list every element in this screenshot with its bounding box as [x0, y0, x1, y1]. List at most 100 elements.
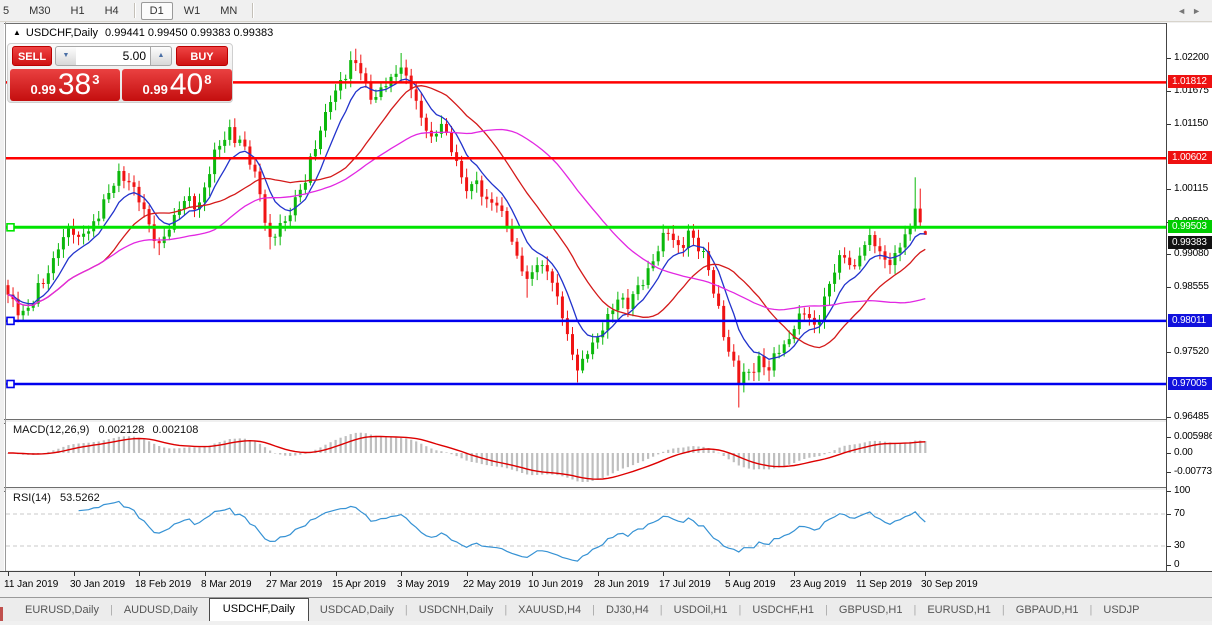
chart-tab-bar: EURUSD,Daily | AUDUSD,Daily USDCHF,Daily USD… — [0, 597, 1212, 621]
date-tick — [270, 572, 271, 576]
chart-tab-audusd-daily[interactable]: AUDUSD,Daily — [123, 604, 198, 616]
one-click-trade-panel: SELL ▼ 5.00 ▲ BUY 0.99 38 3 0.99 40 8 — [7, 43, 233, 103]
tab-scroll-right-icon[interactable]: ► — [1192, 6, 1207, 16]
price-badge: 0.98011 — [1168, 314, 1212, 327]
plot-left-border — [5, 23, 6, 571]
timeframe-button-m30[interactable]: M30 — [29, 4, 51, 17]
tab-scroll-left-icon[interactable]: ◄ — [1177, 6, 1193, 16]
macd-axis-tick — [1167, 453, 1171, 454]
buy-price-button[interactable]: 0.99 40 8 — [122, 69, 232, 101]
timeframe-button-5[interactable]: 5 — [3, 4, 10, 17]
sell-price-pip: 3 — [92, 72, 100, 87]
date-tick — [467, 572, 468, 576]
tab-separator: | — [592, 604, 595, 616]
ma-slow — [7, 128, 926, 311]
tab-separator: | — [1089, 604, 1093, 616]
buy-price-prefix: 0.99 — [142, 81, 168, 97]
date-tick — [663, 572, 664, 576]
date-tick — [860, 572, 861, 576]
timeframe-button-h1[interactable]: H1 — [70, 4, 85, 17]
level-drag-handle[interactable] — [6, 223, 15, 232]
tab-separator: | — [109, 604, 113, 616]
date-label: 15 Apr 2019 — [332, 579, 386, 590]
date-label: 11 Jan 2019 — [4, 579, 59, 590]
collapse-triangle-icon[interactable]: ▲ — [13, 28, 21, 37]
spin-up-icon: ▲ — [157, 52, 165, 59]
date-tick — [8, 572, 9, 576]
rsi-axis-tick — [1167, 565, 1171, 566]
macd-axis-label: 0.00 — [1174, 447, 1193, 458]
date-tick — [336, 572, 337, 576]
buy-button[interactable]: BUY — [176, 46, 228, 66]
date-tick — [205, 572, 206, 576]
sell-price-big: 38 — [57, 68, 92, 101]
date-label: 23 Aug 2019 — [790, 579, 847, 590]
price-badge: 0.99503 — [1168, 220, 1212, 233]
chart-tab-usdcnh-daily[interactable]: USDCNH,Daily — [418, 604, 494, 616]
macd-axis-label: -0.007737 — [1174, 466, 1212, 477]
timeframe-button-mn[interactable]: MN — [220, 4, 238, 17]
volume-increase-button[interactable]: ▲ — [150, 46, 172, 66]
tab-separator: | — [738, 604, 742, 616]
date-tick — [925, 572, 926, 576]
chart-tab-gbpusd-h1[interactable]: GBPUSD,H1 — [838, 604, 903, 616]
tab-separator: | — [825, 604, 828, 616]
sell-price-button[interactable]: 0.99 38 3 — [10, 69, 120, 101]
window-corner-fragment — [0, 607, 3, 621]
chart-header: ▲ USDCHF,Daily 0.99441 0.99450 0.99383 0.9… — [13, 27, 273, 39]
timeframe-button-h4[interactable]: H4 — [104, 4, 119, 17]
macd-axis-tick — [1167, 437, 1171, 438]
chart-tab-usdchf-h1[interactable]: USDCHF,H1 — [752, 604, 815, 616]
tab-separator: | — [659, 604, 663, 616]
price-tick — [1167, 58, 1171, 59]
tab-separator: | — [504, 604, 508, 616]
sell-button[interactable]: SELL — [12, 46, 52, 66]
price-axis-label: 0.99080 — [1174, 248, 1209, 259]
price-tick — [1167, 254, 1171, 255]
ma-fast — [7, 78, 926, 360]
price-axis-label: 0.97520 — [1174, 346, 1209, 357]
price-axis[interactable]: 1.022001.016751.011501.001150.995900.990… — [1166, 23, 1212, 571]
price-axis-label: 1.02200 — [1174, 52, 1209, 63]
timeframe-button-w1[interactable]: W1 — [183, 4, 201, 17]
toolbar-separator — [252, 3, 254, 18]
chart-tab-gbpaud-h1[interactable]: GBPAUD,H1 — [1015, 604, 1079, 616]
date-tick — [401, 572, 402, 576]
rsi-axis-label: 30 — [1174, 540, 1185, 551]
main-pane-top-border — [4, 23, 1212, 24]
volume-decrease-button[interactable]: ▼ — [55, 46, 77, 66]
rsi-name: RSI(14) — [13, 492, 51, 504]
price-tick — [1167, 352, 1171, 353]
macd-label: MACD(12,26,9) 0.002128 0.002108 — [13, 424, 198, 436]
tab-scroll-arrows[interactable]: ◄► — [1177, 6, 1207, 16]
chart-tab-eurusd-h1[interactable]: EURUSD,H1 — [927, 604, 991, 616]
chart-tab-usdchf-daily[interactable]: USDCHF,Daily — [208, 598, 309, 621]
timeframe-button-d1[interactable]: D1 — [140, 1, 173, 20]
rsi-indicator — [6, 500, 1166, 562]
ma-medium — [7, 85, 926, 349]
macd-pane[interactable] — [6, 422, 1166, 487]
volume-input[interactable]: 5.00 — [76, 46, 151, 66]
date-label: 30 Sep 2019 — [921, 579, 978, 590]
price-axis-label: 1.01675 — [1174, 85, 1209, 96]
chart-tab-xauusd-h4[interactable]: XAUUSD,H4 — [518, 604, 582, 616]
toolbar-separator — [133, 3, 135, 18]
chart-tab-usdoil-h1[interactable]: USDOil,H1 — [673, 604, 728, 616]
chart-tab-usdjp[interactable]: USDJP — [1103, 604, 1140, 616]
tab-separator: | — [404, 604, 408, 616]
macd-axis-tick — [1167, 472, 1171, 473]
rsi-pane[interactable] — [6, 490, 1166, 570]
tab-separator: | — [913, 604, 917, 616]
macd-signal-line — [8, 435, 926, 480]
sell-price-prefix: 0.99 — [30, 81, 56, 97]
price-tick — [1167, 91, 1171, 92]
chart-tab-dj30-h4[interactable]: DJ30,H4 — [606, 604, 649, 616]
chart-tab-usdcad-daily[interactable]: USDCAD,Daily — [319, 604, 394, 616]
date-axis[interactable]: 11 Jan 2019 30 Jan 2019 18 Feb 2019 8 Mar 2… — [0, 571, 1212, 598]
level-drag-handle[interactable] — [6, 379, 15, 389]
chart-tab-eurusd-daily[interactable]: EURUSD,Daily — [25, 604, 99, 616]
level-drag-handle[interactable] — [6, 316, 15, 326]
price-axis-label: 0.98555 — [1174, 281, 1209, 292]
date-label: 28 Jun 2019 — [594, 579, 650, 590]
